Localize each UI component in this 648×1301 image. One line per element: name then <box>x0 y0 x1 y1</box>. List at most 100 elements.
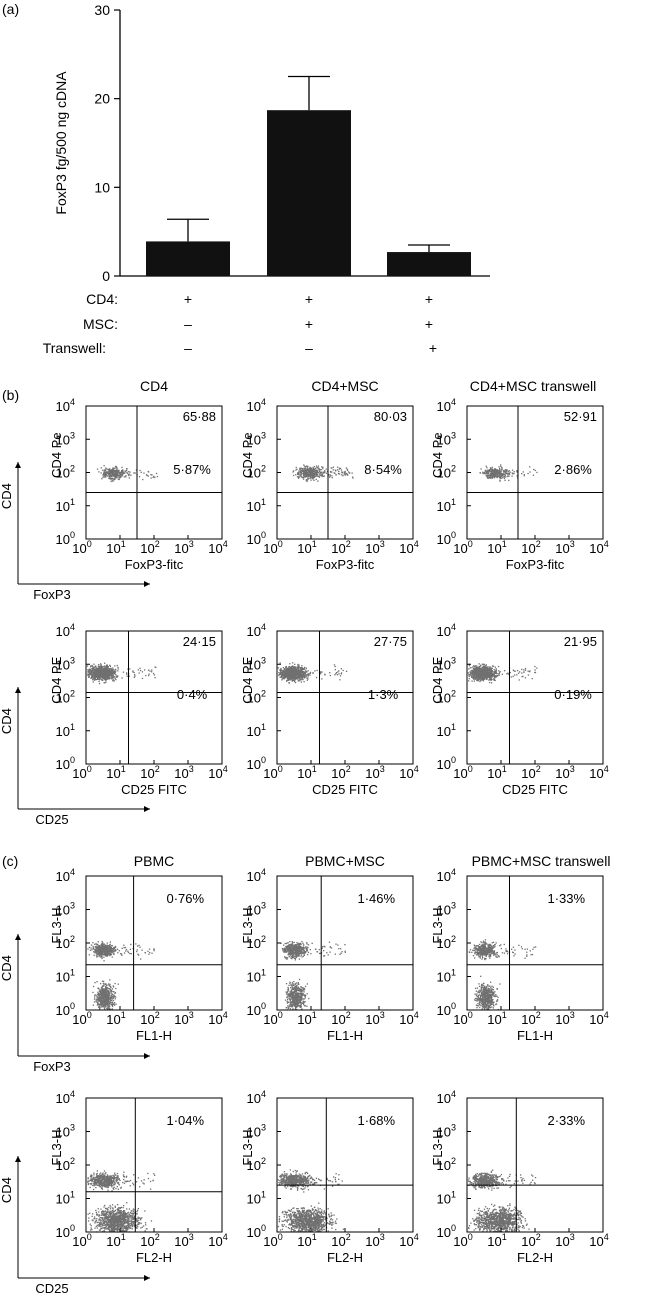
dot <box>95 943 97 945</box>
dot <box>299 467 301 469</box>
dot <box>141 671 144 673</box>
x-tick-exponent: 0 <box>468 539 473 549</box>
dot <box>299 672 301 674</box>
dot <box>103 474 105 477</box>
dot <box>329 672 331 674</box>
dot <box>109 953 111 955</box>
dot <box>487 667 489 669</box>
dot <box>109 985 112 988</box>
dot <box>111 1005 114 1008</box>
dot <box>116 676 118 678</box>
dot <box>322 475 324 477</box>
dot <box>340 469 343 471</box>
dot <box>113 469 115 471</box>
dot <box>103 673 106 675</box>
panel-b-column-titles: CD4 CD4+MSC CD4+MSC transwell <box>140 378 596 394</box>
condition-sign: – <box>184 340 192 356</box>
dot <box>495 671 497 673</box>
dot <box>114 671 116 673</box>
dot <box>108 950 110 952</box>
dot <box>108 678 110 680</box>
dot <box>98 679 101 681</box>
dot <box>114 469 116 472</box>
dot <box>482 663 484 666</box>
dot <box>128 477 131 479</box>
dot <box>473 675 475 677</box>
dot <box>89 673 91 676</box>
x-tick-exponent: 2 <box>536 764 541 774</box>
dot <box>101 987 103 989</box>
dot <box>94 669 96 671</box>
x-tick-base: 10 <box>331 766 345 781</box>
dot <box>98 670 100 672</box>
dot <box>106 673 109 675</box>
dot <box>132 670 134 672</box>
dot <box>300 671 303 674</box>
dot <box>111 471 113 473</box>
dot <box>113 947 115 950</box>
dot <box>112 949 114 951</box>
dot <box>88 674 90 676</box>
dot <box>102 943 104 945</box>
dot <box>101 675 103 678</box>
dot <box>109 941 111 943</box>
dot <box>507 673 510 675</box>
dot <box>494 672 497 674</box>
quadrant-percentage: 5·87% <box>173 462 211 477</box>
x-tick-label: 103 <box>365 539 384 556</box>
dot <box>104 1008 106 1010</box>
dot <box>107 1006 109 1008</box>
dot <box>288 677 290 679</box>
dot <box>96 993 99 996</box>
dot <box>112 477 114 479</box>
dot <box>102 474 104 476</box>
x-tick-label: 100 <box>72 764 91 781</box>
dot <box>93 954 95 956</box>
dot <box>280 669 282 672</box>
dot <box>487 475 489 478</box>
dot <box>306 480 309 482</box>
dot <box>334 665 336 668</box>
condition-sign: + <box>305 291 313 307</box>
dot <box>110 672 112 675</box>
dot <box>299 468 301 470</box>
dot <box>106 987 108 989</box>
dot <box>123 944 125 946</box>
dot <box>150 477 152 479</box>
y-tick-exponent: 2 <box>451 689 456 699</box>
dot <box>315 676 318 679</box>
dot <box>311 470 313 472</box>
dot <box>106 999 108 1001</box>
dot <box>286 667 288 669</box>
dot <box>488 678 490 681</box>
quadrant-percentage: 0·4% <box>177 687 208 702</box>
dot <box>331 471 333 473</box>
dot <box>318 469 320 471</box>
dot <box>497 673 500 675</box>
dot <box>107 996 109 998</box>
dot <box>501 475 503 477</box>
dot <box>480 670 482 672</box>
dot <box>125 950 127 952</box>
condition-table: CD4: + + +MSC: – + +Transwell: – – + <box>43 291 437 356</box>
dot <box>295 466 297 469</box>
x-tick-exponent: 0 <box>278 539 283 549</box>
dot <box>489 672 491 675</box>
dot <box>94 982 96 984</box>
dot <box>106 985 108 987</box>
dot <box>501 469 503 471</box>
dot <box>477 673 480 675</box>
dot <box>90 677 92 679</box>
dot <box>104 471 106 474</box>
dot <box>118 469 120 471</box>
dot <box>101 944 103 947</box>
dot <box>97 1001 99 1003</box>
dot <box>138 954 140 956</box>
dot <box>307 676 309 678</box>
dot <box>101 666 103 668</box>
y-tick-base: 10 <box>56 532 70 547</box>
dot <box>320 671 322 673</box>
dot <box>94 673 97 675</box>
dot <box>305 474 307 476</box>
